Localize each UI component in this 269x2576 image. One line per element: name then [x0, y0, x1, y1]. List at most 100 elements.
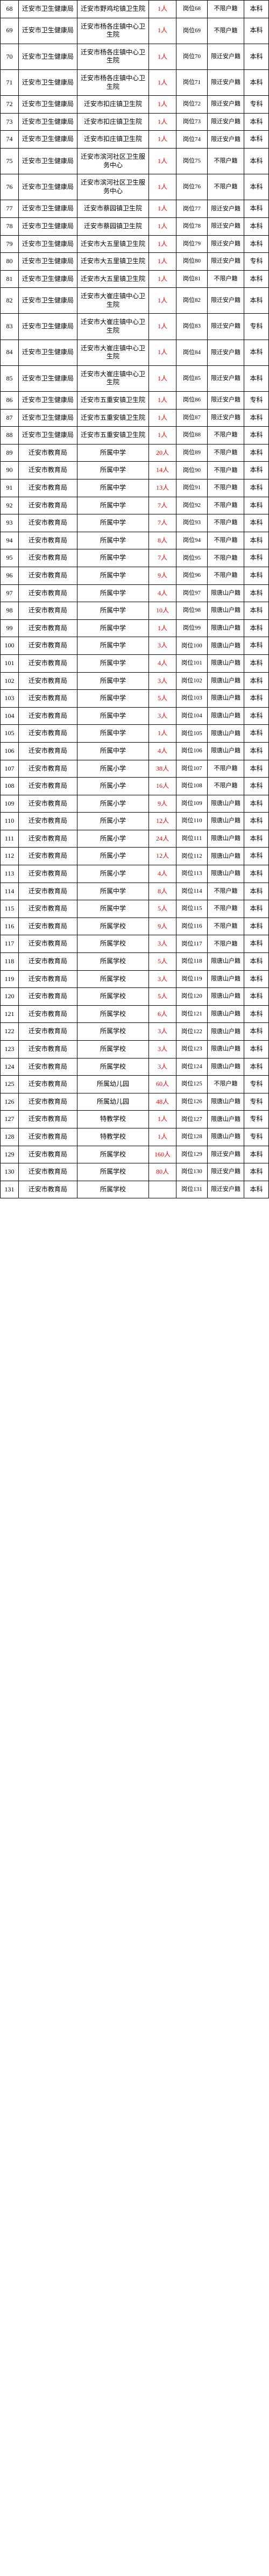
- cell-unit: 所属学校: [77, 988, 148, 1006]
- cell-index: 107: [1, 760, 19, 778]
- cell-count: 1人: [149, 18, 176, 44]
- cell-unit: 所属小学: [77, 865, 148, 883]
- cell-limit: 限迁安户籍: [208, 365, 244, 391]
- cell-position: 岗位75: [176, 148, 207, 174]
- cell-org: 迁安市教育局: [18, 1163, 77, 1181]
- cell-edu: 本科: [244, 409, 268, 427]
- cell-position: 岗位95: [176, 549, 207, 567]
- cell-edu: 本科: [244, 690, 268, 708]
- cell-org: 迁安市卫生健康局: [18, 392, 77, 410]
- cell-unit: 所属学校: [77, 918, 148, 935]
- table-row: 115迁安市教育局所属中学5人岗位115不限户籍本科: [1, 900, 269, 918]
- table-row: 91迁安市教育局所属中学13人岗位91不限户籍本科: [1, 479, 269, 497]
- cell-org: 迁安市卫生健康局: [18, 270, 77, 288]
- cell-count: 9人: [149, 918, 176, 935]
- cell-edu: 本科: [244, 707, 268, 725]
- cell-limit: 限迁安户籍: [208, 409, 244, 427]
- cell-count: 1人: [149, 217, 176, 235]
- cell-position: 岗位113: [176, 865, 207, 883]
- cell-count: 20人: [149, 444, 176, 462]
- cell-position: 岗位80: [176, 253, 207, 271]
- cell-unit: 迁安市大五里镇卫生院: [77, 235, 148, 253]
- cell-count: 1人: [149, 253, 176, 271]
- cell-unit: 迁安市大崔庄镇中心卫生院: [77, 288, 148, 314]
- cell-org: 迁安市教育局: [18, 795, 77, 813]
- cell-position: 岗位71: [176, 69, 207, 95]
- cell-org: 迁安市卫生健康局: [18, 288, 77, 314]
- cell-count: 7人: [149, 497, 176, 514]
- cell-unit: 所属中学: [77, 690, 148, 708]
- cell-index: 78: [1, 217, 19, 235]
- cell-org: 迁安市教育局: [18, 1181, 77, 1198]
- cell-position: 岗位107: [176, 760, 207, 778]
- cell-limit: 限唐山户籍: [208, 619, 244, 637]
- cell-edu: 本科: [244, 217, 268, 235]
- cell-org: 迁安市教育局: [18, 848, 77, 865]
- table-row: 84迁安市卫生健康局迁安市大崔庄镇中心卫生院1人岗位84限迁安户籍本科: [1, 340, 269, 365]
- cell-unit: 迁安市扣庄镇卫生院: [77, 131, 148, 149]
- cell-index: 118: [1, 953, 19, 971]
- cell-count: 5人: [149, 690, 176, 708]
- table-row: 95迁安市教育局所属中学7人岗位95不限户籍本科: [1, 549, 269, 567]
- cell-edu: 本科: [244, 514, 268, 532]
- cell-edu: 本科: [244, 725, 268, 743]
- cell-position: 岗位96: [176, 567, 207, 584]
- cell-edu: 本科: [244, 988, 268, 1006]
- cell-limit: 不限户籍: [208, 18, 244, 44]
- cell-position: 岗位124: [176, 1058, 207, 1076]
- cell-index: 123: [1, 1041, 19, 1058]
- cell-edu: 本科: [244, 918, 268, 935]
- cell-position: 岗位120: [176, 988, 207, 1006]
- table-row: 107迁安市教育局所属小学38人岗位107不限户籍本科: [1, 760, 269, 778]
- cell-unit: 所属中学: [77, 567, 148, 584]
- cell-index: 68: [1, 1, 19, 18]
- cell-position: 岗位87: [176, 409, 207, 427]
- cell-edu: 本科: [244, 18, 268, 44]
- cell-org: 迁安市卫生健康局: [18, 113, 77, 131]
- cell-position: 岗位125: [176, 1076, 207, 1093]
- cell-org: 迁安市卫生健康局: [18, 131, 77, 149]
- cell-unit: 特教学校: [77, 1111, 148, 1128]
- cell-unit: 所属中学: [77, 883, 148, 900]
- cell-index: 112: [1, 848, 19, 865]
- cell-position: 岗位106: [176, 742, 207, 760]
- cell-edu: 本科: [244, 778, 268, 795]
- cell-position: 岗位81: [176, 270, 207, 288]
- cell-unit: 所属中学: [77, 444, 148, 462]
- cell-edu: 本科: [244, 900, 268, 918]
- cell-index: 103: [1, 690, 19, 708]
- cell-index: 95: [1, 549, 19, 567]
- cell-unit: 所属中学: [77, 532, 148, 549]
- cell-unit: 所属中学: [77, 742, 148, 760]
- recruitment-table: 68迁安市卫生健康局迁安市野鸡坨镇卫生院1人岗位68不限户籍本科69迁安市卫生健…: [0, 0, 269, 1198]
- cell-unit: 迁安市蔡园镇卫生院: [77, 217, 148, 235]
- cell-limit: 限唐山户籍: [208, 742, 244, 760]
- table-row: 88迁安市卫生健康局迁安市五重安镇卫生院1人岗位88不限户籍本科: [1, 427, 269, 444]
- cell-edu: 本科: [244, 200, 268, 218]
- table-row: 86迁安市卫生健康局迁安市五重安镇卫生院1人岗位86限迁安户籍专科: [1, 392, 269, 410]
- cell-index: 110: [1, 813, 19, 830]
- cell-limit: 限迁安户籍: [208, 200, 244, 218]
- table-row: 75迁安市卫生健康局迁安市滨河社区卫生服务中心1人岗位75不限户籍本科: [1, 148, 269, 174]
- cell-limit: 限迁安户籍: [208, 1163, 244, 1181]
- table-row: 96迁安市教育局所属中学9人岗位96不限户籍本科: [1, 567, 269, 584]
- cell-count: 1人: [149, 270, 176, 288]
- cell-count: 1人: [149, 174, 176, 200]
- cell-count: 1人: [149, 69, 176, 95]
- cell-unit: 所属小学: [77, 830, 148, 848]
- cell-edu: 本科: [244, 865, 268, 883]
- cell-org: 迁安市教育局: [18, 619, 77, 637]
- cell-position: 岗位127: [176, 1111, 207, 1128]
- cell-index: 120: [1, 988, 19, 1006]
- cell-index: 111: [1, 830, 19, 848]
- cell-unit: 所属中学: [77, 725, 148, 743]
- cell-position: 岗位101: [176, 654, 207, 672]
- cell-count: 7人: [149, 514, 176, 532]
- cell-index: 114: [1, 883, 19, 900]
- cell-org: 迁安市教育局: [18, 1005, 77, 1023]
- cell-index: 83: [1, 314, 19, 340]
- cell-org: 迁安市教育局: [18, 1076, 77, 1093]
- cell-limit: 限唐山户籍: [208, 1128, 244, 1146]
- table-row: 120迁安市教育局所属学校5人岗位120限唐山户籍本科: [1, 988, 269, 1006]
- cell-index: 126: [1, 1093, 19, 1111]
